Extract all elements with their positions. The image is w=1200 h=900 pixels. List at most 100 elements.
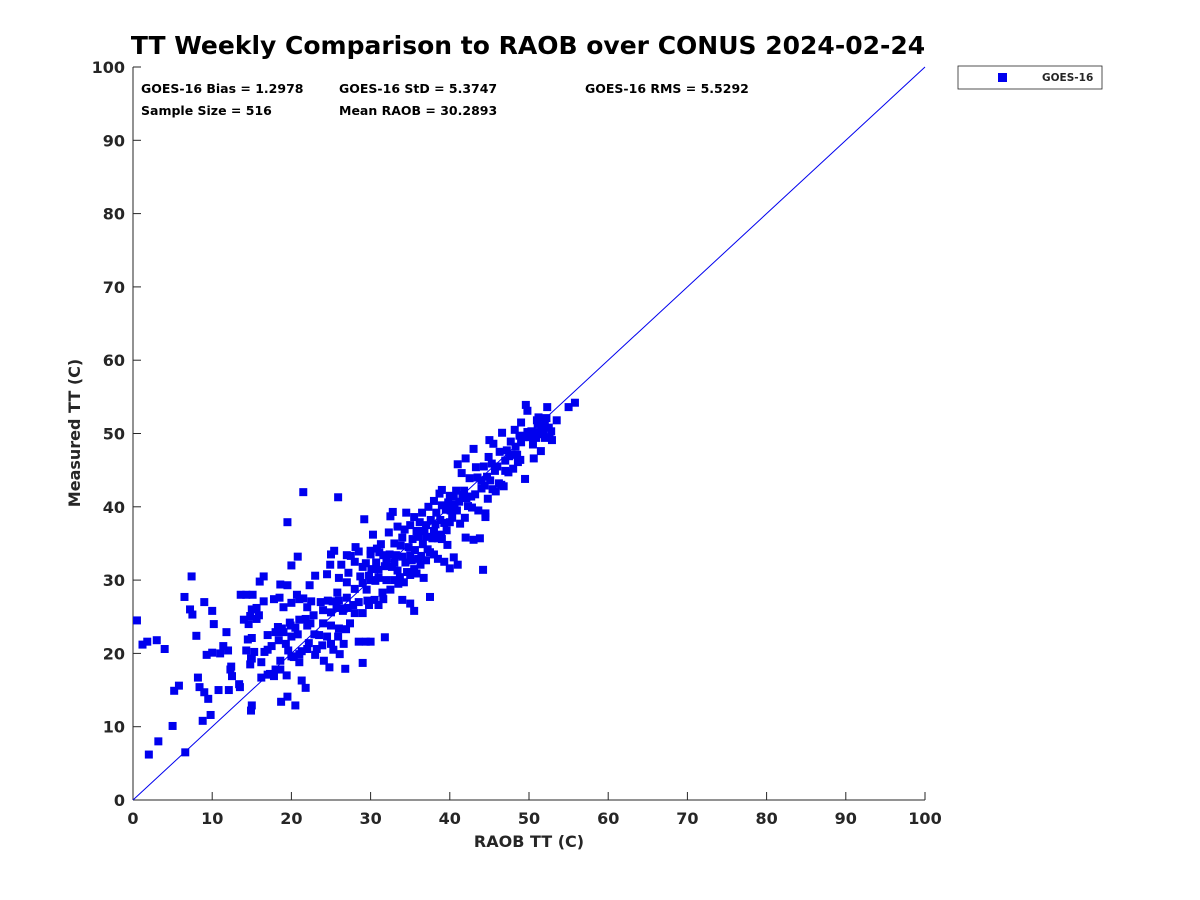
data-point bbox=[380, 633, 389, 642]
data-point bbox=[279, 603, 288, 612]
data-point bbox=[293, 552, 302, 561]
data-point bbox=[511, 442, 520, 451]
data-point bbox=[460, 486, 469, 495]
data-point bbox=[509, 464, 518, 473]
data-point bbox=[342, 625, 351, 634]
data-point bbox=[528, 440, 537, 449]
stat-mean-raob: Mean RAOB = 30.2893 bbox=[339, 103, 497, 118]
data-point bbox=[552, 416, 561, 425]
data-point bbox=[422, 532, 431, 541]
data-point bbox=[495, 447, 504, 456]
data-point bbox=[334, 632, 343, 641]
data-point bbox=[401, 558, 410, 567]
data-point bbox=[160, 645, 169, 654]
data-point bbox=[224, 646, 233, 655]
data-point bbox=[208, 648, 217, 657]
data-point bbox=[301, 683, 310, 692]
data-point bbox=[244, 620, 253, 629]
legend-marker-goes16 bbox=[998, 73, 1007, 82]
data-point bbox=[358, 579, 367, 588]
data-point bbox=[525, 433, 534, 442]
data-point bbox=[437, 501, 446, 510]
data-point bbox=[315, 631, 324, 640]
data-point bbox=[291, 623, 300, 632]
data-point bbox=[475, 534, 484, 543]
data-point bbox=[281, 639, 290, 648]
data-point bbox=[327, 608, 335, 617]
data-point bbox=[484, 452, 493, 461]
data-point bbox=[350, 584, 359, 593]
data-point bbox=[311, 650, 320, 659]
data-point bbox=[410, 546, 419, 555]
data-point bbox=[274, 636, 283, 645]
data-point bbox=[222, 628, 231, 637]
data-point bbox=[195, 683, 204, 692]
data-point bbox=[242, 646, 251, 655]
data-point bbox=[443, 540, 452, 549]
data-point bbox=[330, 546, 339, 555]
data-point bbox=[295, 658, 304, 667]
data-point bbox=[506, 437, 515, 446]
data-point bbox=[219, 642, 228, 651]
data-point bbox=[342, 593, 351, 602]
data-point bbox=[276, 665, 285, 674]
data-point bbox=[455, 497, 464, 506]
data-point bbox=[323, 570, 332, 579]
data-point bbox=[187, 572, 196, 581]
data-point bbox=[334, 573, 343, 582]
data-point bbox=[327, 639, 335, 648]
data-point bbox=[200, 598, 209, 607]
data-point bbox=[224, 686, 233, 695]
data-point bbox=[368, 530, 377, 539]
data-point bbox=[486, 476, 495, 485]
data-point bbox=[152, 636, 161, 645]
data-point bbox=[312, 645, 321, 654]
data-point bbox=[208, 606, 217, 615]
data-point bbox=[445, 518, 454, 527]
data-point bbox=[483, 494, 492, 503]
data-point bbox=[422, 521, 431, 530]
data-point bbox=[267, 642, 276, 651]
data-point bbox=[489, 439, 498, 448]
data-point bbox=[479, 565, 488, 574]
data-point bbox=[398, 595, 407, 604]
data-point bbox=[362, 585, 371, 594]
data-point bbox=[408, 535, 417, 544]
data-point bbox=[263, 631, 272, 640]
data-point bbox=[529, 454, 538, 463]
data-point bbox=[319, 606, 328, 615]
data-point bbox=[247, 654, 256, 663]
data-point bbox=[363, 596, 372, 605]
data-point bbox=[461, 454, 470, 463]
data-point bbox=[144, 750, 153, 759]
data-point bbox=[396, 541, 405, 550]
x-tick-label: 100 bbox=[908, 809, 941, 828]
data-point bbox=[361, 637, 370, 646]
data-point bbox=[410, 513, 419, 522]
data-point bbox=[386, 585, 395, 594]
data-point bbox=[387, 562, 396, 571]
data-point bbox=[242, 590, 251, 599]
data-point bbox=[365, 571, 374, 580]
stat-std: GOES-16 StD = 5.3747 bbox=[339, 81, 497, 96]
data-point bbox=[469, 444, 478, 453]
y-tick-label: 20 bbox=[103, 644, 125, 663]
data-point bbox=[398, 552, 407, 561]
data-point bbox=[247, 701, 256, 710]
data-point bbox=[570, 398, 579, 407]
data-point bbox=[216, 649, 225, 658]
data-point bbox=[248, 590, 257, 599]
data-point bbox=[269, 595, 278, 604]
data-point bbox=[424, 502, 433, 511]
data-point bbox=[442, 526, 451, 535]
data-point bbox=[235, 683, 244, 692]
data-point bbox=[301, 614, 310, 623]
data-point bbox=[283, 581, 292, 590]
axes: 0 10 20 30 40 50 60 70 80 90 100 0 10 20 30 40 50 60 70 80 9… bbox=[92, 58, 942, 828]
data-point bbox=[374, 601, 383, 610]
data-point bbox=[132, 616, 141, 625]
data-point bbox=[283, 692, 292, 701]
data-point bbox=[289, 653, 298, 662]
data-point bbox=[404, 543, 413, 552]
